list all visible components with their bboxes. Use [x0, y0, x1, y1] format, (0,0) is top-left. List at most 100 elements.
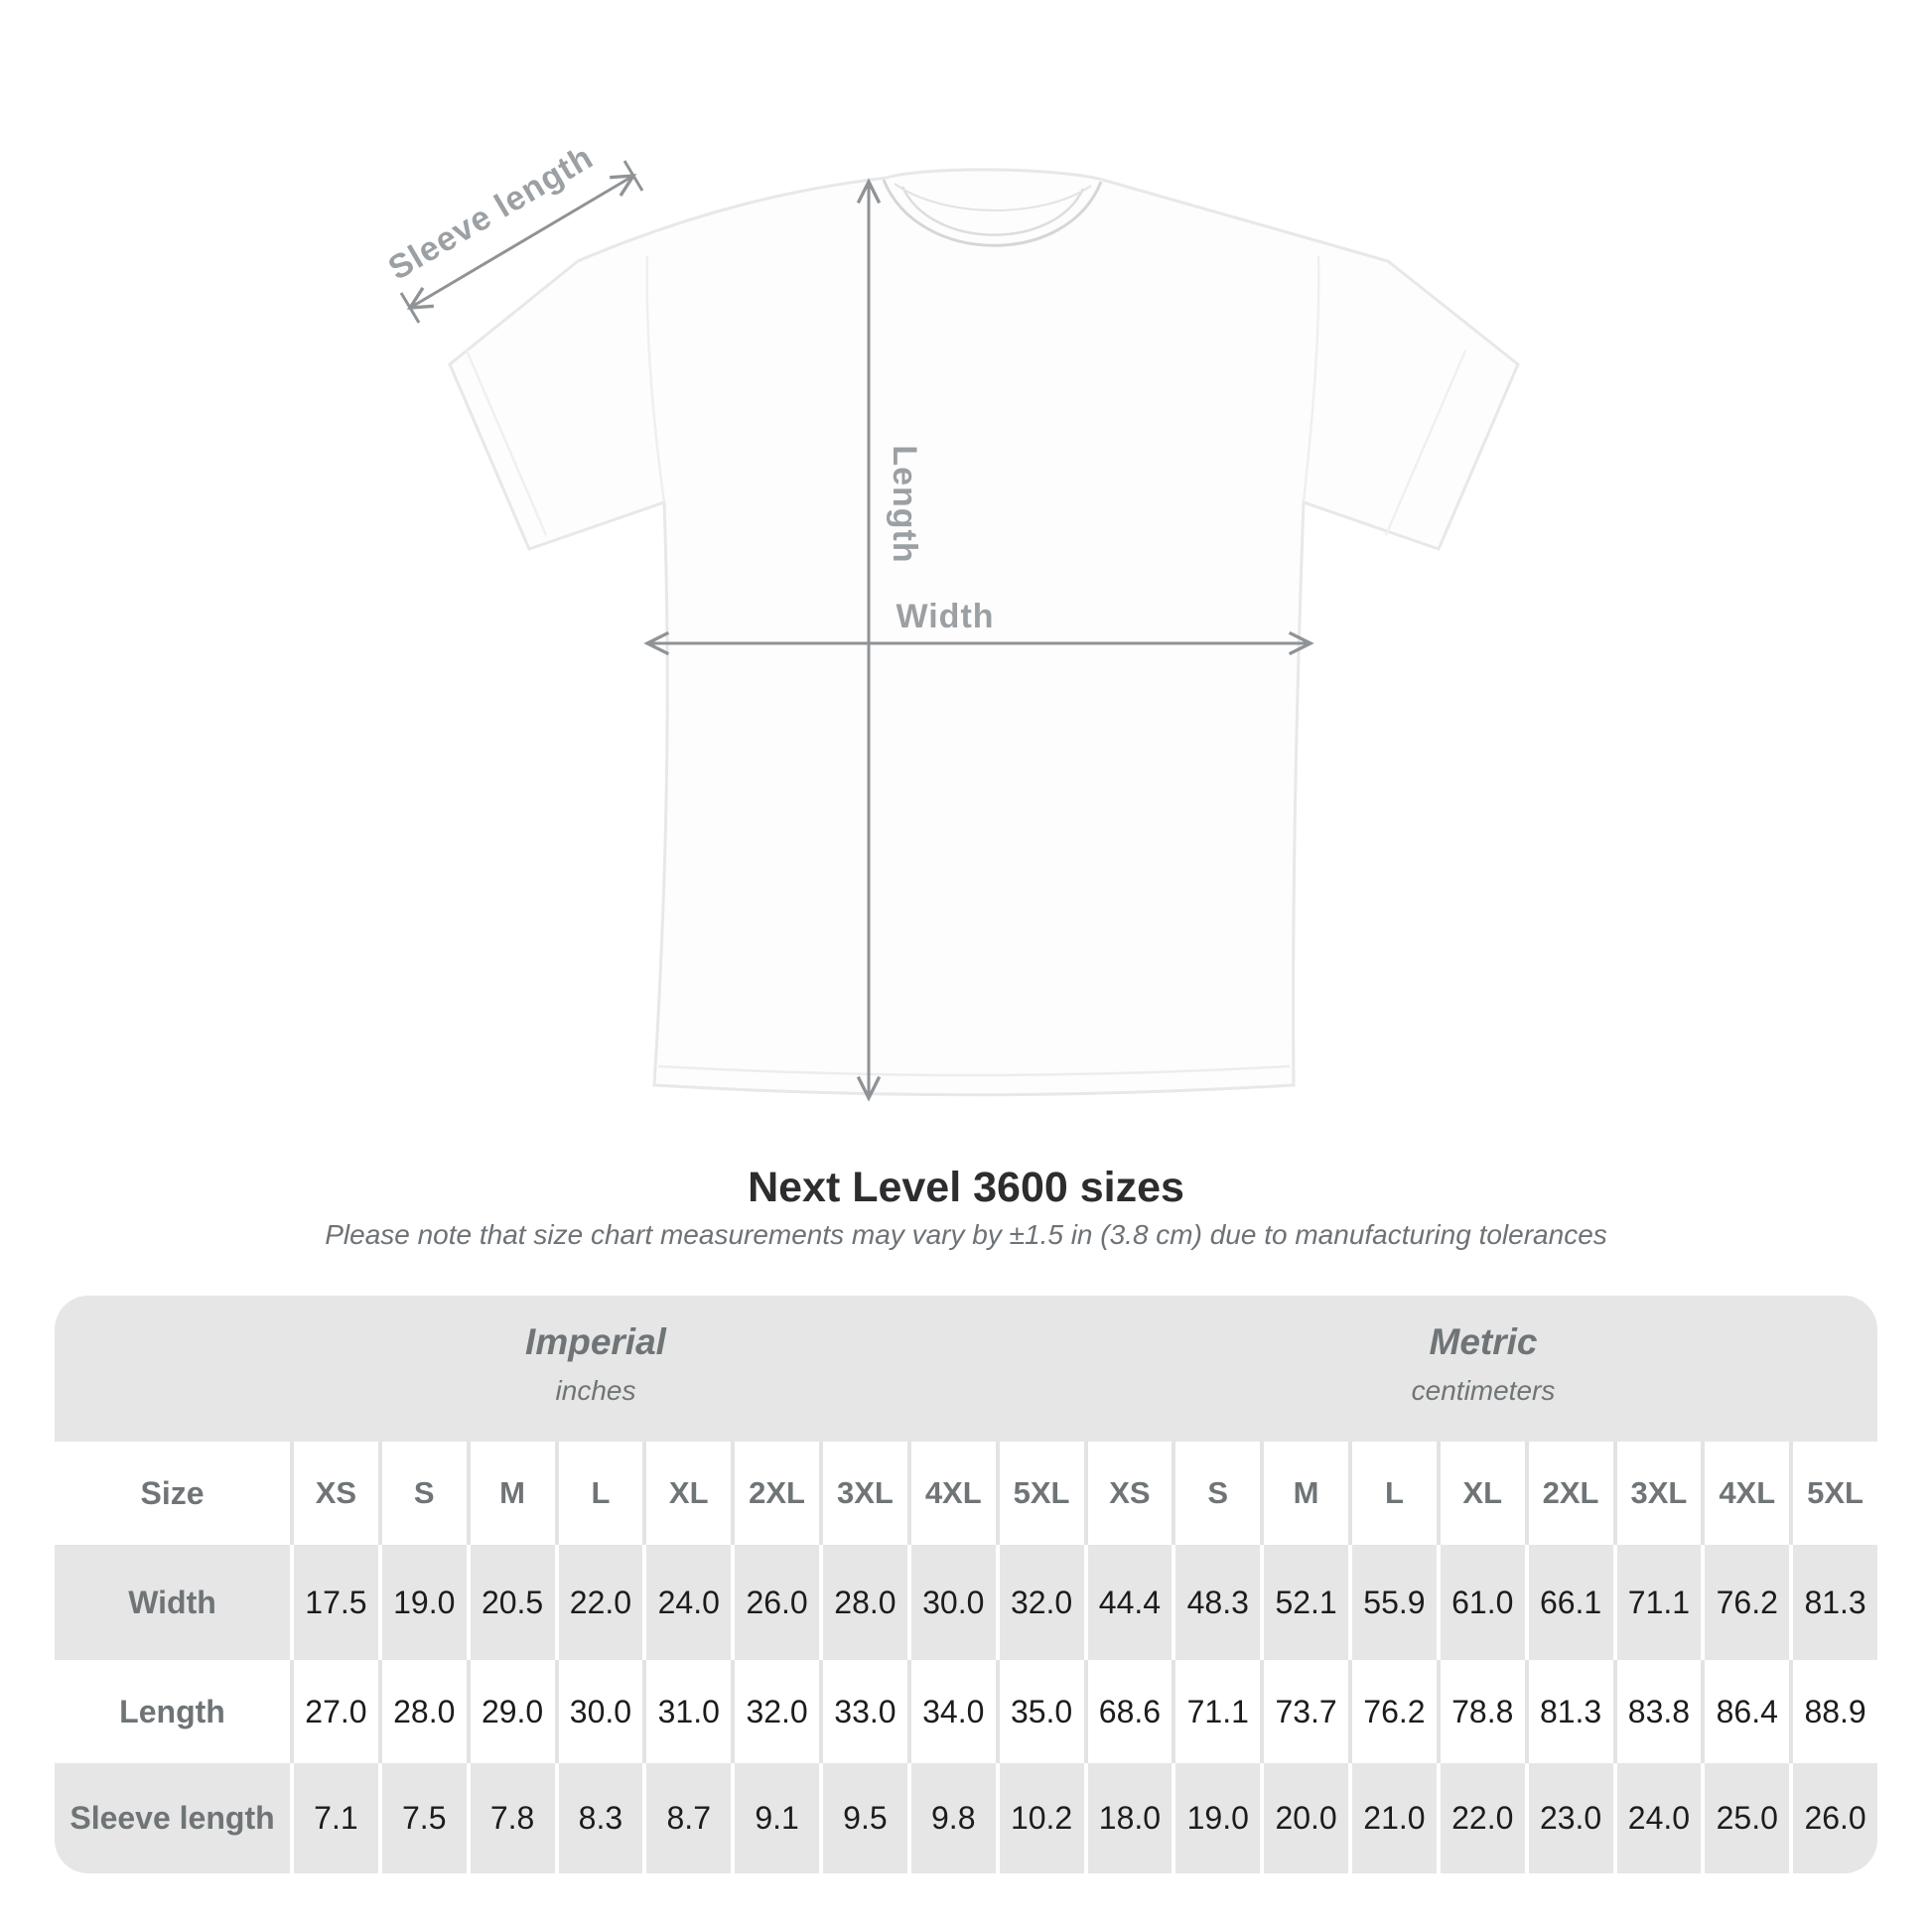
measurement-value: 30.0: [554, 1660, 643, 1763]
measurement-value: 22.0: [554, 1545, 643, 1660]
measurement-value: 17.5: [290, 1545, 378, 1660]
size-column-header: 4XL: [906, 1442, 996, 1545]
measurement-value: 66.1: [1524, 1545, 1613, 1660]
measurement-value: 61.0: [1436, 1545, 1525, 1660]
right-armhole-seam: [1302, 255, 1320, 503]
right-cuff-stitch: [1384, 349, 1467, 536]
measurement-value: 55.9: [1348, 1545, 1437, 1660]
row-label: Width: [128, 1584, 216, 1620]
measurement-value: 76.2: [1701, 1545, 1789, 1660]
size-grid: Size XS S M L XL 2XL 3XL 4XL 5XL XS S M L XL 2XL 3XL 4XL 5…: [55, 1442, 1877, 1873]
row-label: Length: [119, 1693, 225, 1729]
measurement-value: 86.4: [1701, 1660, 1789, 1763]
measurement-value: 28.0: [819, 1545, 907, 1660]
page-subtitle: Please note that size chart measurements…: [325, 1219, 1607, 1250]
measurement-value: 71.1: [1172, 1660, 1260, 1763]
back-neck-seam: [894, 183, 1092, 211]
size-column-header: 5XL: [995, 1442, 1084, 1545]
measurement-value: 68.6: [1083, 1660, 1173, 1763]
measurement-value: 81.3: [1789, 1545, 1877, 1660]
size-column-header: XS: [1083, 1442, 1173, 1545]
table-row: Width 17.5 19.0 20.5 22.0 24.0 26.0 28.0 30.0 32.…: [55, 1545, 1877, 1660]
metric-unit-caption: centimeters: [1411, 1375, 1556, 1406]
units-header-row: Imperial inches Metric centimeters: [55, 1296, 1877, 1442]
measurement-value: 8.7: [642, 1763, 731, 1873]
size-column-header: 2XL: [1524, 1442, 1613, 1545]
measurement-value: 8.3: [554, 1763, 643, 1873]
measurement-value: 48.3: [1172, 1545, 1260, 1660]
size-column-header: M: [1260, 1442, 1348, 1545]
measurement-value: 27.0: [290, 1660, 378, 1763]
measurement-value: 26.0: [1789, 1763, 1877, 1873]
measurement-value: 32.0: [995, 1545, 1084, 1660]
size-column-header: XL: [642, 1442, 731, 1545]
row-label: Sleeve length: [69, 1800, 275, 1836]
tshirt-measurement-diagram: Sleeve length Length Width: [382, 138, 1520, 1241]
measurement-value: 32.0: [731, 1660, 819, 1763]
size-column-header: 3XL: [1612, 1442, 1702, 1545]
table-row: Length 27.0 28.0 29.0 30.0 31.0 32.0 33.0 34.0 35…: [55, 1660, 1877, 1763]
imperial-unit-caption: inches: [555, 1375, 636, 1406]
measurement-value: 20.0: [1260, 1763, 1348, 1873]
page-title: Next Level 3600 sizes: [748, 1164, 1184, 1211]
size-column-header: L: [1348, 1442, 1437, 1545]
measurement-value: 10.2: [995, 1763, 1084, 1873]
measurement-value: 7.8: [466, 1763, 555, 1873]
measurement-value: 7.5: [377, 1763, 467, 1873]
measurement-value: 29.0: [466, 1660, 555, 1763]
measurement-value: 23.0: [1524, 1763, 1613, 1873]
metric-header: Metric centimeters: [1412, 1321, 1556, 1407]
left-armhole-seam: [645, 255, 666, 503]
measurement-value: 9.1: [731, 1763, 819, 1873]
measurement-value: 76.2: [1348, 1660, 1437, 1763]
measurement-value: 73.7: [1260, 1660, 1348, 1763]
measurement-value: 81.3: [1524, 1660, 1613, 1763]
size-column-header: XS: [290, 1442, 378, 1545]
measurement-value: 33.0: [819, 1660, 907, 1763]
measurement-value: 30.0: [906, 1545, 996, 1660]
measurement-value: 18.0: [1083, 1763, 1173, 1873]
imperial-header: Imperial inches: [525, 1321, 666, 1407]
measurement-value: 34.0: [906, 1660, 996, 1763]
measurement-value: 22.0: [1436, 1763, 1525, 1873]
measurement-value: 7.1: [290, 1763, 378, 1873]
measurement-value: 44.4: [1083, 1545, 1173, 1660]
measurement-value: 31.0: [642, 1660, 731, 1763]
width-annotation-label: Width: [896, 598, 994, 635]
size-header-label: Size: [140, 1474, 205, 1511]
size-chart-table: Imperial inches Metric centimeters Size X…: [55, 1296, 1877, 1873]
table-row: Sleeve length 7.1 7.5 7.8 8.3 8.7 9.1 9.5 9.8 10.…: [55, 1763, 1877, 1873]
measurement-value: 35.0: [995, 1660, 1084, 1763]
measurement-value: 78.8: [1436, 1660, 1525, 1763]
size-column-header: M: [466, 1442, 555, 1545]
measurement-value: 19.0: [377, 1545, 467, 1660]
collar-outer-seam: [882, 179, 1103, 247]
hem-stitch: [657, 1064, 1291, 1077]
measurement-value: 24.0: [642, 1545, 731, 1660]
measurement-annotations: [399, 160, 1311, 1098]
measurement-value: 9.5: [819, 1763, 907, 1873]
metric-label: Metric: [1429, 1321, 1538, 1362]
measurement-value: 9.8: [906, 1763, 996, 1873]
left-cuff-stitch: [465, 349, 548, 536]
sleeve-arrow-tick-start: [399, 292, 421, 324]
size-column-header: S: [1172, 1442, 1260, 1545]
size-column-header: 5XL: [1789, 1442, 1877, 1545]
length-annotation-label: Length: [886, 445, 923, 563]
measurement-value: 19.0: [1172, 1763, 1260, 1873]
sleeve-arrow-tick-end: [622, 160, 644, 192]
measurement-value: 26.0: [731, 1545, 819, 1660]
measurement-value: 88.9: [1789, 1660, 1877, 1763]
measurement-value: 20.5: [466, 1545, 555, 1660]
measurement-value: 21.0: [1348, 1763, 1437, 1873]
imperial-label: Imperial: [525, 1321, 666, 1362]
size-column-header: L: [554, 1442, 643, 1545]
measurement-value: 25.0: [1701, 1763, 1789, 1873]
collar-inner-seam: [900, 186, 1085, 236]
size-column-header: S: [377, 1442, 467, 1545]
sleeve-length-arrow: [410, 176, 633, 308]
table-row: Size XS S M L XL 2XL 3XL 4XL 5XL XS S M L XL 2XL 3XL 4XL 5…: [55, 1442, 1877, 1545]
size-column-header: 2XL: [731, 1442, 819, 1545]
sleeve-length-annotation-label: Sleeve length: [382, 138, 600, 288]
